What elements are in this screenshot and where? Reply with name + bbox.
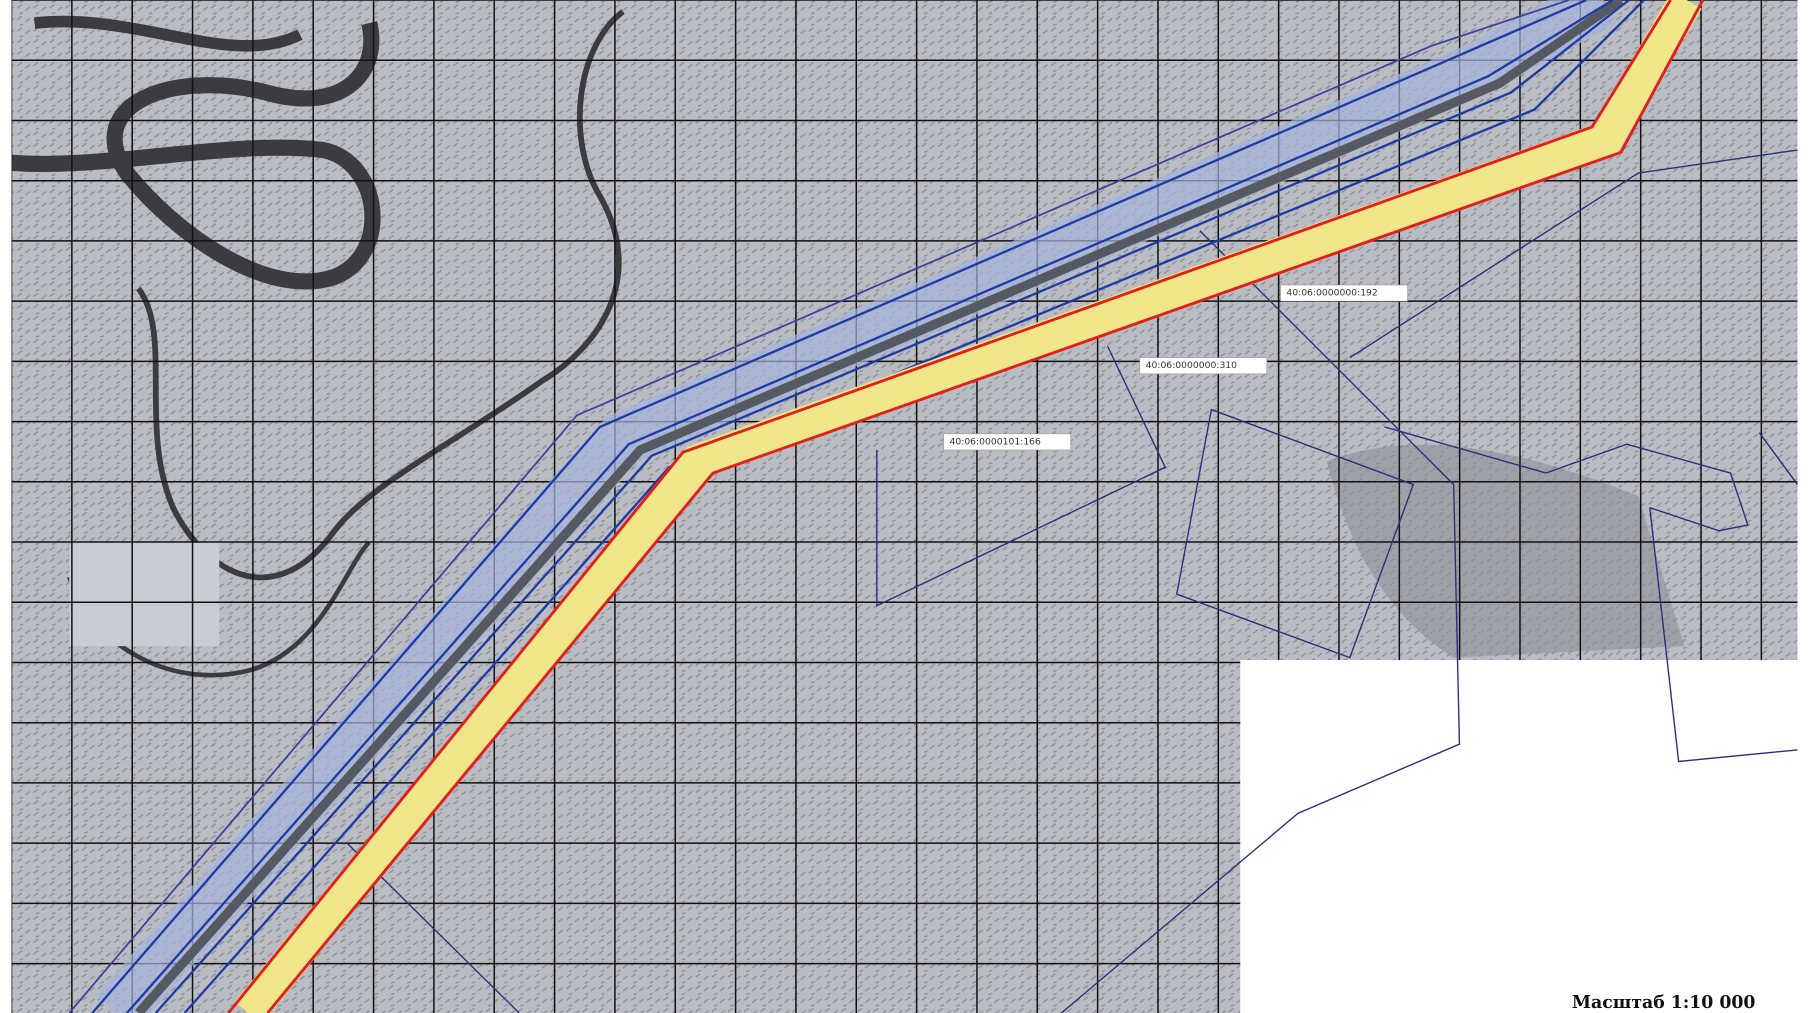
terrain-dark [1326,444,1685,658]
parcel-label: 40:06:0000000:192 [1286,288,1377,299]
blue-zone [95,0,1617,1013]
parcel-boundary [1384,426,1749,532]
parcel-boundary [1758,432,1799,485]
parcel-boundary [1649,507,1798,763]
blue-line [126,0,1614,1013]
map-scale: Масштаб 1:10 000 [1572,993,1756,1013]
blue-line [68,0,1570,1013]
blue-line [91,0,1587,1013]
label-box [943,433,1071,451]
yellow-zone [234,0,1702,1013]
parcel-boundary [876,345,1167,607]
clearing [69,542,220,647]
label-box [1139,357,1268,375]
parcel-boundary [1175,408,1415,659]
parcel-label: 40:06:0000101:166 [949,436,1041,447]
river [136,9,625,581]
parcel-boundary [1060,230,1461,1013]
blue-centerline [134,0,1624,1013]
river [33,15,303,52]
corridor-red [227,0,1705,1013]
parcel-label: 40:06:0000000:310 [1146,360,1238,371]
parcel-labels: 40:06:0000000:192 40:06:0000000:310 40:0… [943,284,1408,451]
red-line [266,0,1705,1013]
label-box [1280,284,1408,302]
corridor-blue [68,0,1645,1013]
red-line [227,0,1672,1013]
scale-box [1540,989,1789,1013]
blue-line [154,0,1630,1013]
parcel-boundary [1349,149,1798,359]
river [11,21,381,290]
parcel-boundaries [345,149,1799,1013]
blue-line [183,0,1645,1013]
